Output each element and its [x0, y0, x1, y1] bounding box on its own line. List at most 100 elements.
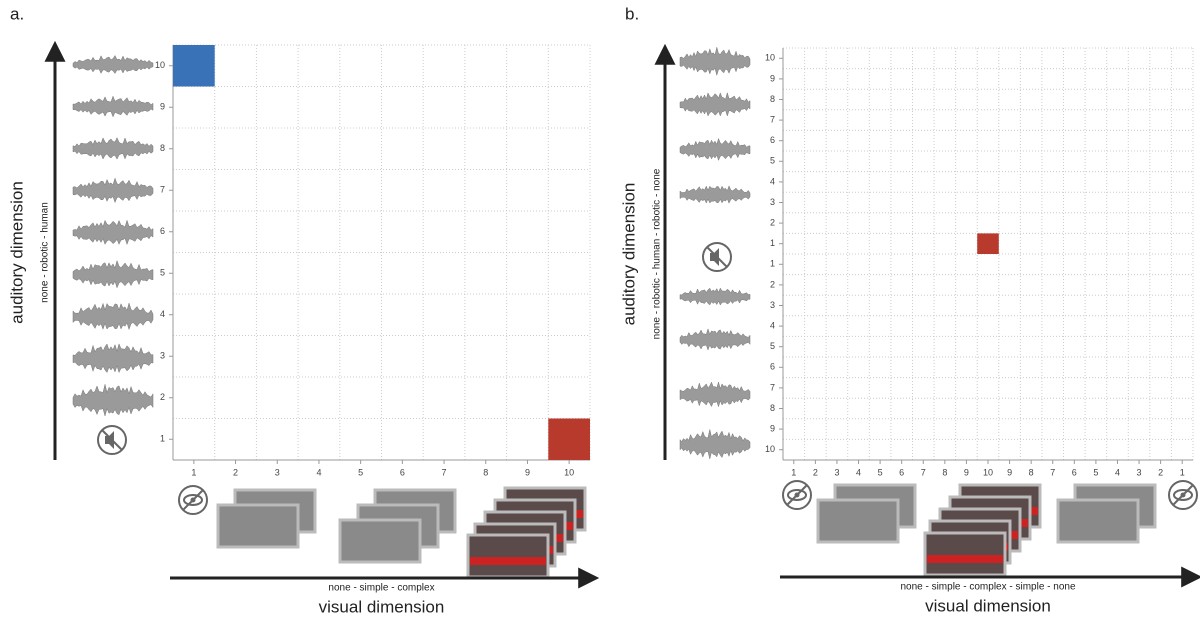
y-axis-subtitle: none - robotic - human [40, 202, 51, 303]
y-tick-label: 2 [770, 217, 775, 227]
x-tick-label: 6 [899, 467, 904, 477]
waveform-icon [72, 137, 154, 160]
y-tick-label: 5 [160, 268, 165, 278]
y-tick-label: 9 [770, 423, 775, 433]
x-tick-label: 9 [1007, 467, 1012, 477]
slash-icon [786, 484, 808, 506]
y-tick-label: 7 [770, 382, 775, 392]
y-tick-label: 4 [770, 176, 775, 186]
y-tick-label: 9 [160, 102, 165, 112]
highlighted-cell [548, 418, 590, 460]
y-tick-label: 6 [770, 362, 775, 372]
x-tick-label: 3 [1137, 467, 1142, 477]
highlighted-cell [977, 233, 999, 254]
y-tick-label: 7 [160, 185, 165, 195]
x-tick-label: 1 [191, 467, 196, 477]
y-tick-label: 1 [770, 238, 775, 248]
waveform-icon [72, 384, 154, 417]
x-tick-label: 4 [316, 467, 321, 477]
waveform-icon [679, 47, 751, 77]
x-tick-label: 2 [1158, 467, 1163, 477]
x-tick-label: 8 [942, 467, 947, 477]
y-tick-label: 9 [770, 73, 775, 83]
waveform-icon [72, 259, 154, 289]
waveform-icon [679, 328, 751, 351]
image-thumbnail [216, 503, 300, 549]
y-tick-label: 8 [770, 403, 775, 413]
y-axis-title: auditory dimension [619, 183, 638, 326]
speaker-icon [710, 248, 719, 266]
y-tick-label: 8 [770, 94, 775, 104]
x-axis-subtitle: none - simple - complex - simple - none [900, 582, 1076, 593]
y-tick-label: 5 [770, 156, 775, 166]
waveform-icon [679, 429, 751, 460]
x-tick-label: 7 [442, 467, 447, 477]
x-tick-label: 5 [1093, 467, 1098, 477]
x-tick-label: 9 [525, 467, 530, 477]
y-tick-label: 6 [770, 135, 775, 145]
image-thumbnail [923, 531, 1007, 577]
y-tick-label: 6 [160, 226, 165, 236]
eye-icon [1173, 489, 1193, 501]
x-tick-label: 5 [878, 467, 883, 477]
x-tick-label: 6 [1072, 467, 1077, 477]
x-tick-label: 7 [921, 467, 926, 477]
x-tick-label: 1 [791, 467, 796, 477]
waveform-icon [679, 287, 751, 306]
x-tick-label: 10 [564, 467, 574, 477]
x-tick-label: 8 [1029, 467, 1034, 477]
waveform-icon [72, 95, 154, 118]
x-tick-label: 3 [834, 467, 839, 477]
image-detail [470, 557, 546, 565]
image-thumbnail [1056, 498, 1140, 544]
y-tick-label: 1 [770, 259, 775, 269]
x-tick-label: 4 [856, 467, 861, 477]
waveform-icon [679, 381, 751, 408]
panel-label: a. [10, 4, 24, 23]
y-axis-title: auditory dimension [7, 181, 26, 324]
x-tick-label: 4 [1115, 467, 1120, 477]
waveform-icon [679, 185, 751, 204]
y-tick-label: 8 [160, 143, 165, 153]
x-axis-title: visual dimension [319, 597, 445, 616]
x-tick-label: 10 [983, 467, 993, 477]
image-thumbnail [816, 498, 900, 544]
slash-icon [706, 246, 728, 268]
y-tick-label: 4 [770, 320, 775, 330]
image-thumbnail [466, 533, 550, 579]
image-thumbnail [338, 518, 422, 564]
y-tick-label: 3 [770, 197, 775, 207]
image-detail [927, 555, 1003, 563]
x-tick-label: 1 [1180, 467, 1185, 477]
y-tick-label: 1 [160, 434, 165, 444]
y-tick-label: 3 [770, 300, 775, 310]
eye-icon [787, 489, 807, 501]
y-tick-label: 7 [770, 114, 775, 124]
slash-icon [101, 429, 123, 451]
x-tick-label: 7 [1050, 467, 1055, 477]
decorations [72, 47, 1198, 579]
waveform-icon [72, 219, 154, 246]
waveform-icon [72, 177, 154, 204]
x-tick-label: 3 [275, 467, 280, 477]
x-tick-label: 2 [813, 467, 818, 477]
highlighted-cell [173, 45, 215, 87]
panel-label: b. [625, 4, 639, 23]
slash-icon [1172, 484, 1194, 506]
x-tick-label: 8 [483, 467, 488, 477]
waveform-icon [679, 137, 751, 161]
waveform-icon [679, 91, 751, 117]
y-tick-label: 3 [160, 351, 165, 361]
waveform-icon [72, 54, 154, 74]
eye-icon [183, 494, 203, 506]
waveform-icon [72, 343, 154, 374]
x-tick-label: 6 [400, 467, 405, 477]
y-axis-subtitle: none - robotic - human - robotic - none [652, 168, 663, 339]
y-tick-label: 10 [155, 60, 165, 70]
x-tick-label: 2 [233, 467, 238, 477]
y-tick-label: 10 [765, 53, 775, 63]
x-tick-label: 5 [358, 467, 363, 477]
y-tick-label: 5 [770, 341, 775, 351]
y-tick-label: 2 [160, 392, 165, 402]
